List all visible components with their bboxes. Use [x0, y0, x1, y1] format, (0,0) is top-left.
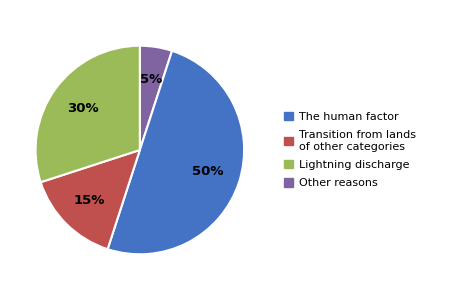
Wedge shape [36, 46, 140, 182]
Text: 50%: 50% [191, 165, 223, 178]
Text: 5%: 5% [140, 74, 162, 86]
Legend: The human factor, Transition from lands
of other categories, Lightning discharge: The human factor, Transition from lands … [281, 108, 419, 192]
Wedge shape [108, 51, 244, 254]
Wedge shape [140, 46, 172, 150]
Wedge shape [41, 150, 140, 249]
Text: 30%: 30% [67, 102, 98, 115]
Text: 15%: 15% [74, 194, 105, 207]
